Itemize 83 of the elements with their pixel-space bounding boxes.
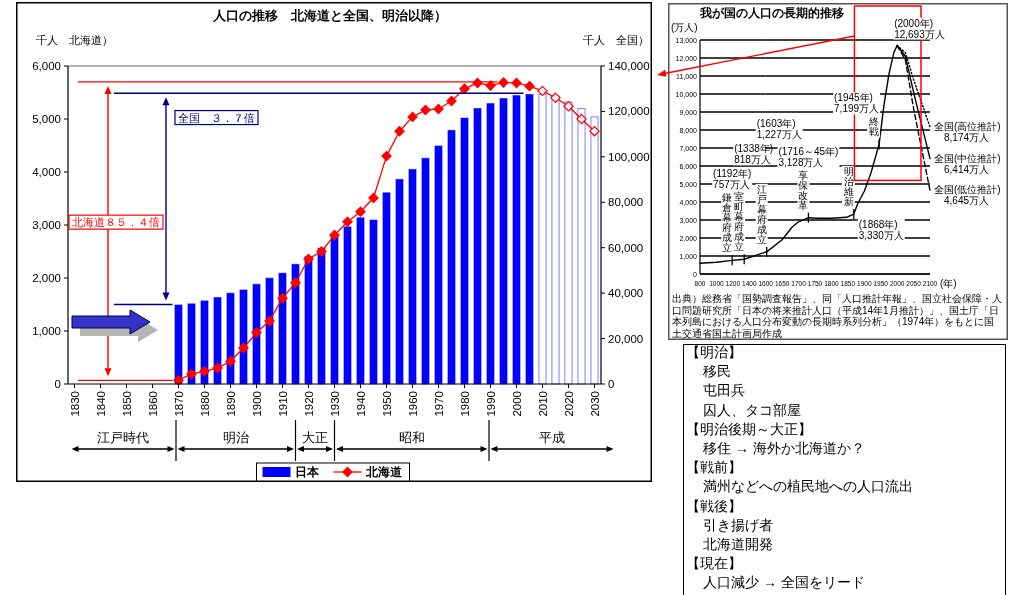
annotation: 全国 ３．７倍 xyxy=(178,111,255,124)
y2-tick-label: 0 xyxy=(608,378,615,390)
value-label: 4,645万人 xyxy=(944,195,990,207)
x-tick-label: 1880 xyxy=(198,391,211,417)
y-tick-label: 0 xyxy=(54,378,61,390)
value-label: 6,414万人 xyxy=(944,163,990,175)
ref-line-label: 終戦 xyxy=(867,116,881,138)
card-text: 北海道開発 xyxy=(703,536,773,552)
ref-line-label: 鎌倉幕府成立 xyxy=(721,192,734,254)
y-tick-label: 5,000 xyxy=(32,113,61,125)
y-axis-title: (万人) xyxy=(671,22,698,33)
x-tick-label: 1840 xyxy=(94,391,107,417)
x-tick-label: 1990 xyxy=(484,391,497,417)
x-tick-label: 1920 xyxy=(302,391,315,417)
x-tick-label: 1940 xyxy=(354,391,367,417)
card-text: 【現在】 xyxy=(686,555,742,572)
value-label: 8,174万人 xyxy=(944,131,990,143)
x-tick-label: 2020 xyxy=(562,391,575,417)
x-tick-label: 1970 xyxy=(432,391,445,417)
y2-tick-label: 100,000 xyxy=(608,150,650,163)
card-text: 引き揚げ者 xyxy=(703,516,773,533)
y2-axis-title: 千人 全国） xyxy=(583,34,649,46)
card-text: 移住 → 海外か北海道か？ xyxy=(703,440,865,456)
card-text: 移民 xyxy=(703,363,731,380)
ref-line-label: 享保改革 xyxy=(797,169,810,211)
annotation: 平成 xyxy=(539,429,565,445)
card-text: 満州などへの植民地への人口流出 xyxy=(703,478,913,495)
annotation: 昭和 xyxy=(398,429,425,445)
y2-tick-label: 80,000 xyxy=(608,196,644,209)
x-tick-label: 1830 xyxy=(68,391,81,417)
card-text: 【戦後】 xyxy=(686,497,742,514)
x-tick-label: 2000 xyxy=(510,391,523,417)
title: 人口の推移 北海道と全国、明治以降） xyxy=(213,9,447,23)
annotation: 大正 xyxy=(302,429,328,445)
annotation: (1338年) 818万人 xyxy=(733,143,775,166)
x-tick-label: 1930 xyxy=(328,391,341,417)
x-tick-label: 1900 xyxy=(250,391,263,417)
ref-line-label: 室町幕府成立 xyxy=(733,191,746,253)
series-name: 全国(高位推計) xyxy=(934,120,1001,132)
y-tick-label: 4,000 xyxy=(32,166,61,178)
annotation: (1868年) 3,330万人 xyxy=(857,219,905,242)
legend-label: 日本 xyxy=(294,465,319,479)
x-tick-label: 1890 xyxy=(224,391,237,417)
y2-tick-label: 140,000 xyxy=(608,60,650,72)
y2-tick-label: 40,000 xyxy=(608,287,644,300)
annotation: 全国 ３．７倍 xyxy=(174,109,259,126)
x-tick-label: 1850 xyxy=(120,391,133,417)
y-tick-label: 1,000 xyxy=(32,325,61,337)
annotation: 北海道８５．４倍 xyxy=(68,214,164,230)
annotation: 出典）総務省「国勢調査報告」、同「人口推計年報」、国立社会保障・人口問題研究所「日本の将来推計人口（平成14年1月推計）」、国土庁「日本列島における人口分布変動の長期時系列分析」（1974年）をもとに国土交通省国土計画局作成 xyxy=(672,293,1002,339)
card-text: 屯田兵 xyxy=(703,382,745,399)
x-tick-label: 1910 xyxy=(276,391,289,417)
annotation: 北海道８５．４倍 xyxy=(72,216,160,229)
y2-tick-label: 60,000 xyxy=(608,241,644,254)
x-tick-label: 1950 xyxy=(380,391,393,417)
title: 我が国の人口の長期的推移 xyxy=(700,7,844,19)
card-text: 【戦前】 xyxy=(686,459,742,476)
annotation: 明治 xyxy=(222,429,249,445)
card-text: 囚人、タコ部屋 xyxy=(703,401,801,418)
annotation: (2000年) 12,693万人 xyxy=(893,17,946,40)
y-tick-label: 6,000 xyxy=(32,60,61,72)
x-tick-label: 1960 xyxy=(406,391,419,417)
card-text: 【明治後期～大正】 xyxy=(686,420,812,437)
y2-tick-label: 120,000 xyxy=(608,105,650,118)
annotation: (1945年) 7,199万人 xyxy=(833,92,881,115)
card-text: 人口減少 → 全国をリード xyxy=(703,574,865,591)
x-tick-label: 1870 xyxy=(172,391,185,417)
x-tick-label: 2030 xyxy=(588,391,601,417)
x-tick-label: 1980 xyxy=(458,391,471,417)
y-axis-title: 千人 北海道） xyxy=(36,34,113,46)
x-tick-label: 1860 xyxy=(146,391,159,417)
x-tick-label: 2010 xyxy=(536,391,549,417)
annotation: 江戸時代 xyxy=(97,429,149,445)
series-name: 全国(中位推計) xyxy=(934,152,1001,164)
y2-tick-label: 20,000 xyxy=(608,332,644,345)
y-tick-label: 2,000 xyxy=(32,272,61,284)
series-name: 全国(低位推計) xyxy=(934,184,1001,196)
y-tick-label: 3,000 xyxy=(32,219,61,231)
card-text: 【明治】 xyxy=(686,344,742,360)
legend-label: 北海道 xyxy=(365,465,402,479)
x-axis-title: (年) xyxy=(940,277,957,289)
annotation: (1716～45年) 3,128万人 xyxy=(777,145,840,168)
annotation: (1192年) 757万人 xyxy=(712,168,753,191)
